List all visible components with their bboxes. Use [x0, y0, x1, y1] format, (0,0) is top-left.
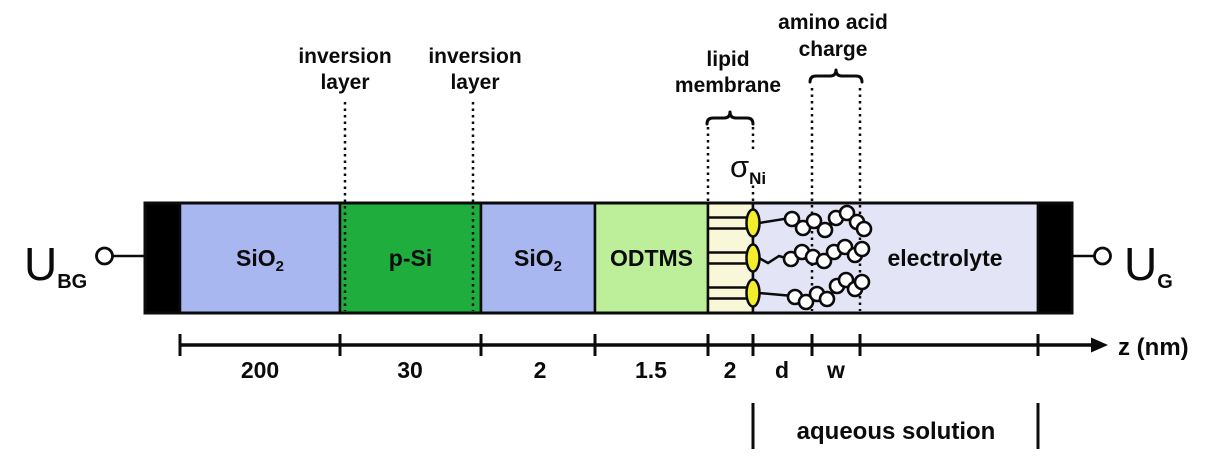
inversion-layer-2-label-line1: inversion — [428, 45, 521, 68]
sigma-label-backplate — [726, 152, 780, 184]
amino-chain-middle-bead — [815, 252, 833, 270]
lipid-head-group-1 — [745, 208, 761, 238]
amino-chain-top-bead — [805, 212, 823, 230]
layer-label-sio2-thick: SiO2 — [236, 245, 284, 275]
lipid-membrane-label-line1: lipid — [706, 48, 749, 71]
amino-chain-top-bead — [838, 204, 856, 222]
amino-chain-top-bead — [816, 221, 834, 239]
back-gate-terminal-icon — [95, 246, 114, 266]
inversion-layer-2-label-line2: layer — [450, 71, 499, 94]
layer-sio2-thick — [178, 201, 342, 315]
annotation-braces — [705, 68, 864, 126]
back-gate-voltage-label: UBG — [24, 238, 87, 293]
stack-frame — [143, 201, 1074, 315]
aqueous-solution-label: aqueous solution — [797, 418, 996, 445]
lipid-membrane-brace — [705, 110, 755, 126]
lipid-head-group-2 — [745, 243, 761, 273]
amino-chain-top-bead — [783, 210, 801, 228]
amino-acid-charge-label-line1: amino acid — [778, 11, 888, 34]
segment-width-label: 30 — [397, 357, 423, 383]
surface-charge-sigma-label: σNi — [730, 149, 766, 188]
amino-acid-charge-brace — [808, 68, 864, 84]
dotted-guides — [343, 88, 862, 311]
amino-acid-chains — [758, 204, 873, 311]
segment-width-label: w — [826, 357, 845, 383]
layer-label-electrolyte: electrolyte — [887, 245, 1002, 271]
layer-sio2-thin — [479, 201, 597, 315]
amino-chain-bottom-bead — [797, 293, 815, 311]
segment-width-label: 1.5 — [635, 357, 667, 383]
layer-gate-contact — [1036, 201, 1074, 315]
stack-outline — [143, 201, 1074, 315]
lipid-head-group-3 — [745, 278, 761, 308]
lipid-membrane-label-line2: membrane — [675, 74, 781, 97]
gate-terminal-icon — [1093, 246, 1112, 266]
inversion-layer-1-label-line2: layer — [320, 71, 369, 94]
z-axis-unit-label: z (nm) — [1118, 334, 1189, 361]
z-axis: 200 30 2 1.5 2 d w — [178, 334, 1108, 383]
layer-stack: SiO2 p-Si SiO2 ODTMS electrolyte — [143, 201, 1074, 315]
amino-chain-bottom-bead — [853, 273, 871, 291]
amino-chain-top-bead — [855, 220, 873, 238]
amino-chain-bottom-bead — [818, 290, 836, 308]
segment-width-label: 200 — [241, 357, 279, 383]
layer-label-odtms: ODTMS — [610, 245, 693, 271]
segment-width-label: 2 — [724, 357, 737, 383]
z-axis-arrowhead-icon — [1091, 337, 1108, 353]
inversion-layer-1-label-line1: inversion — [298, 45, 391, 68]
gate-voltage-label: UG — [1124, 238, 1173, 293]
segment-width-label: 2 — [534, 357, 547, 383]
amino-chain-middle-bead — [853, 240, 871, 258]
layer-back-contact — [143, 201, 182, 315]
layer-label-p-si: p-Si — [389, 245, 432, 271]
segment-width-label: d — [775, 357, 789, 383]
layer-label-sio2-thin: SiO2 — [514, 245, 562, 275]
amino-acid-charge-label-line2: charge — [799, 38, 868, 61]
